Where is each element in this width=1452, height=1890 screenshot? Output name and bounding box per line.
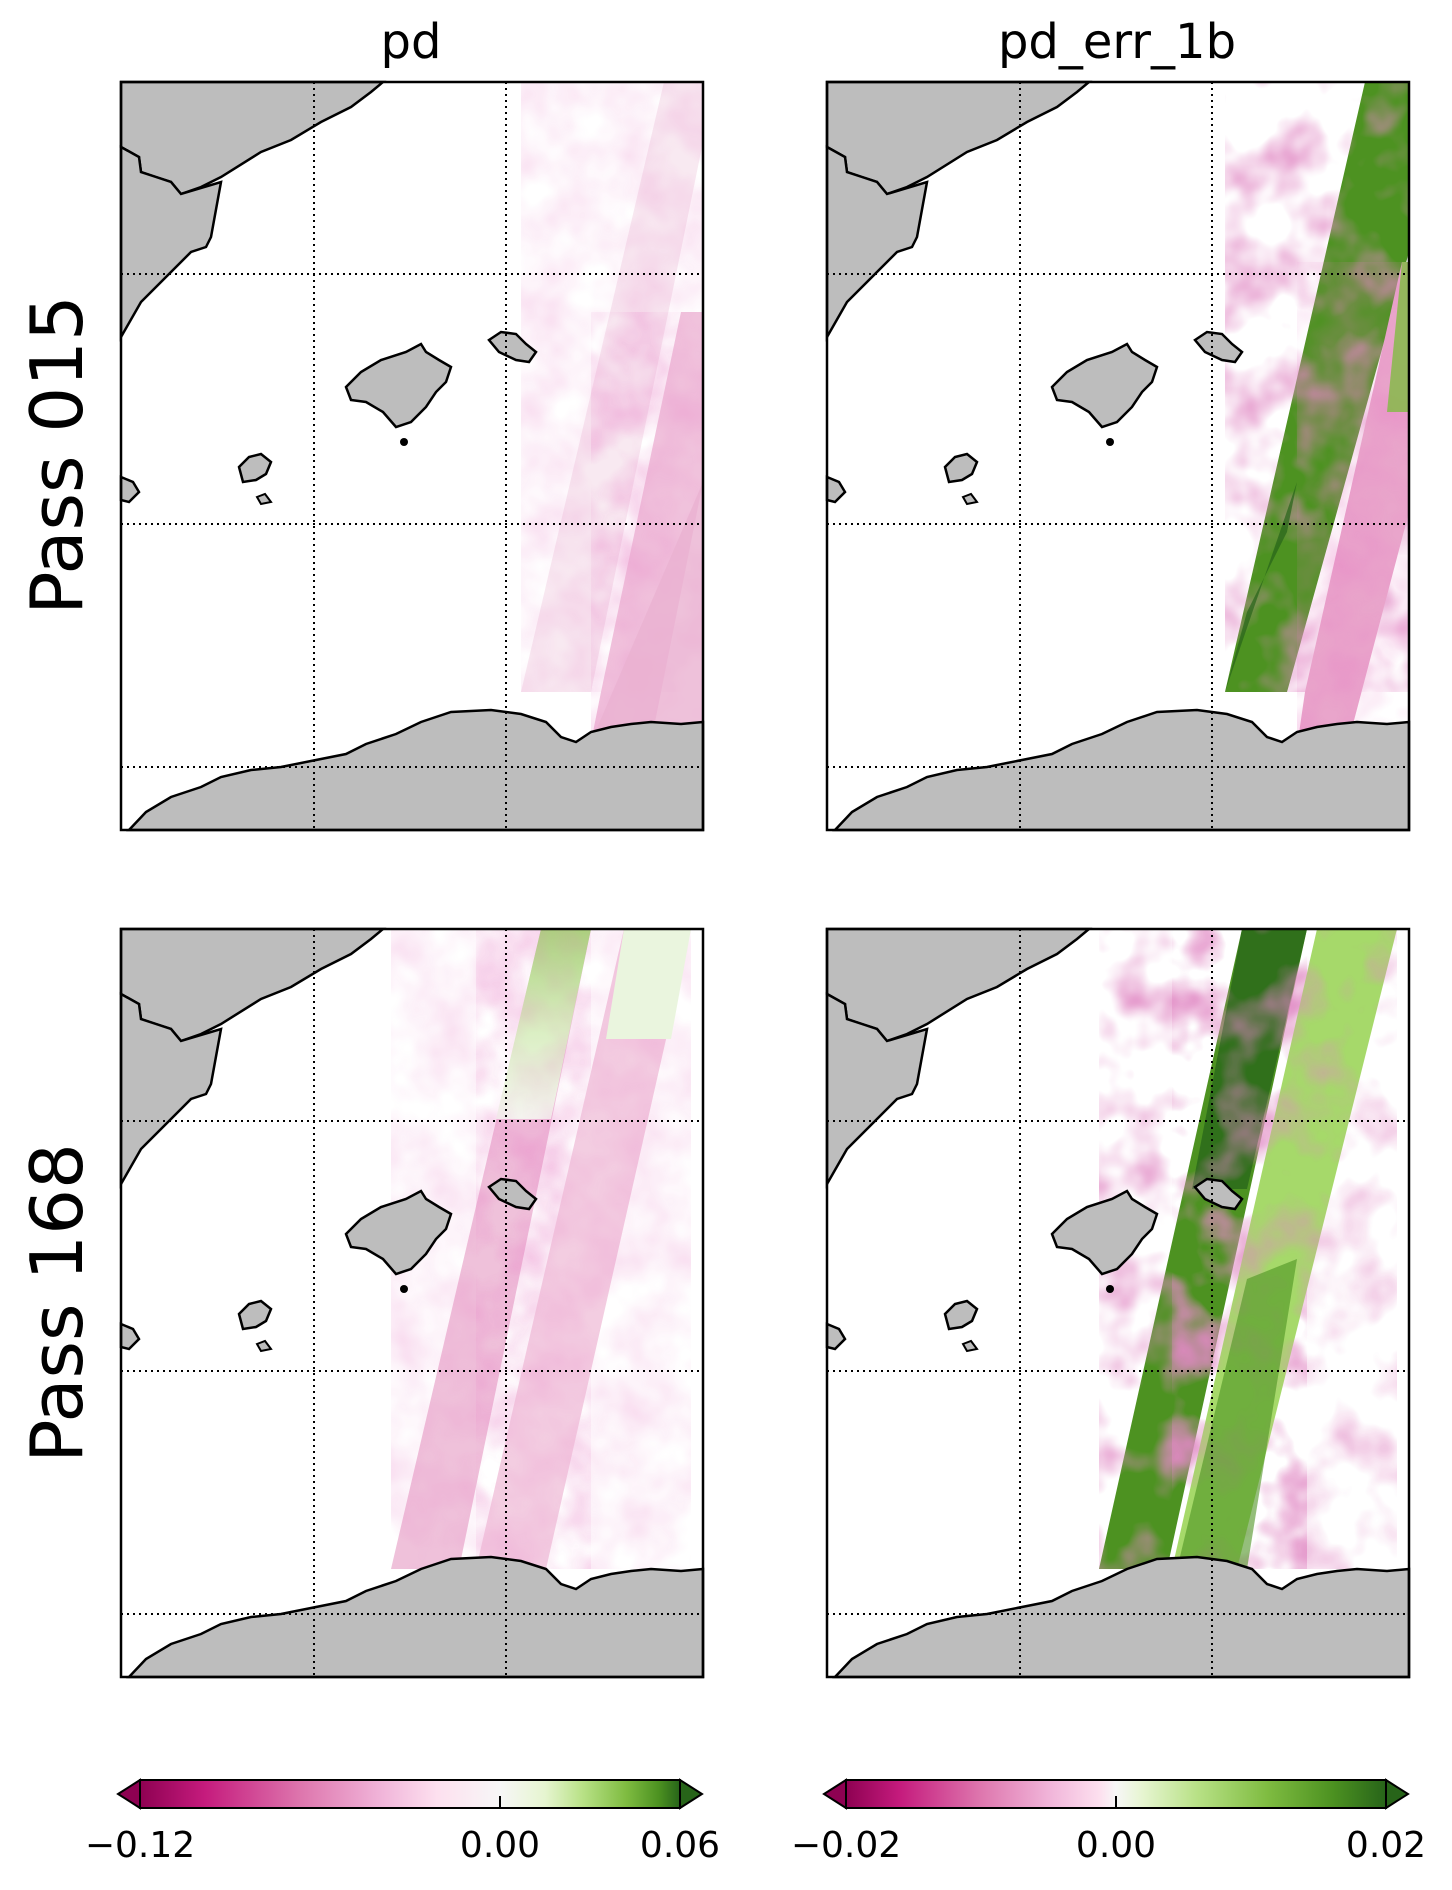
colorbar-pd-err-1b-tick-min: −0.02 [791,1825,901,1866]
swath-err-left [1225,82,1409,692]
swath-err-right [1297,262,1409,747]
swath-left-168 [391,929,591,1569]
swath-err-right-168 [1172,929,1397,1569]
row-label-pass-168: Pass 168 [15,1143,99,1463]
map-panel-pd-err-1b-pass-168 [825,927,1411,1679]
colorbar-pd-tick-min: −0.12 [85,1825,195,1866]
swath-err-left-168 [1099,929,1307,1569]
column-title-pd-err-1b: pd_err_1b [998,14,1236,70]
map-panel-pd-pass-015 [119,80,705,832]
column-title-pd: pd [381,14,442,70]
swath-right [591,312,703,742]
colorbar-pd-err-1b: −0.02 0.00 0.02 [791,1778,1426,1866]
colorbar-pd-err-1b-tick-zero: 0.00 [1076,1825,1156,1866]
colorbar-pd-tick-max: 0.06 [640,1825,720,1866]
map-panel-pd-pass-168 [119,927,705,1679]
colorbar-pd-err-1b-tick-max: 0.02 [1346,1825,1426,1866]
map-panel-pd-err-1b-pass-015 [825,80,1411,832]
swath-left [521,82,703,692]
colorbar-pd: −0.12 0.00 0.06 [85,1778,720,1866]
swath-right-168 [476,929,691,1569]
row-label-pass-015: Pass 015 [15,295,99,615]
colorbar-pd-tick-zero: 0.00 [460,1825,540,1866]
